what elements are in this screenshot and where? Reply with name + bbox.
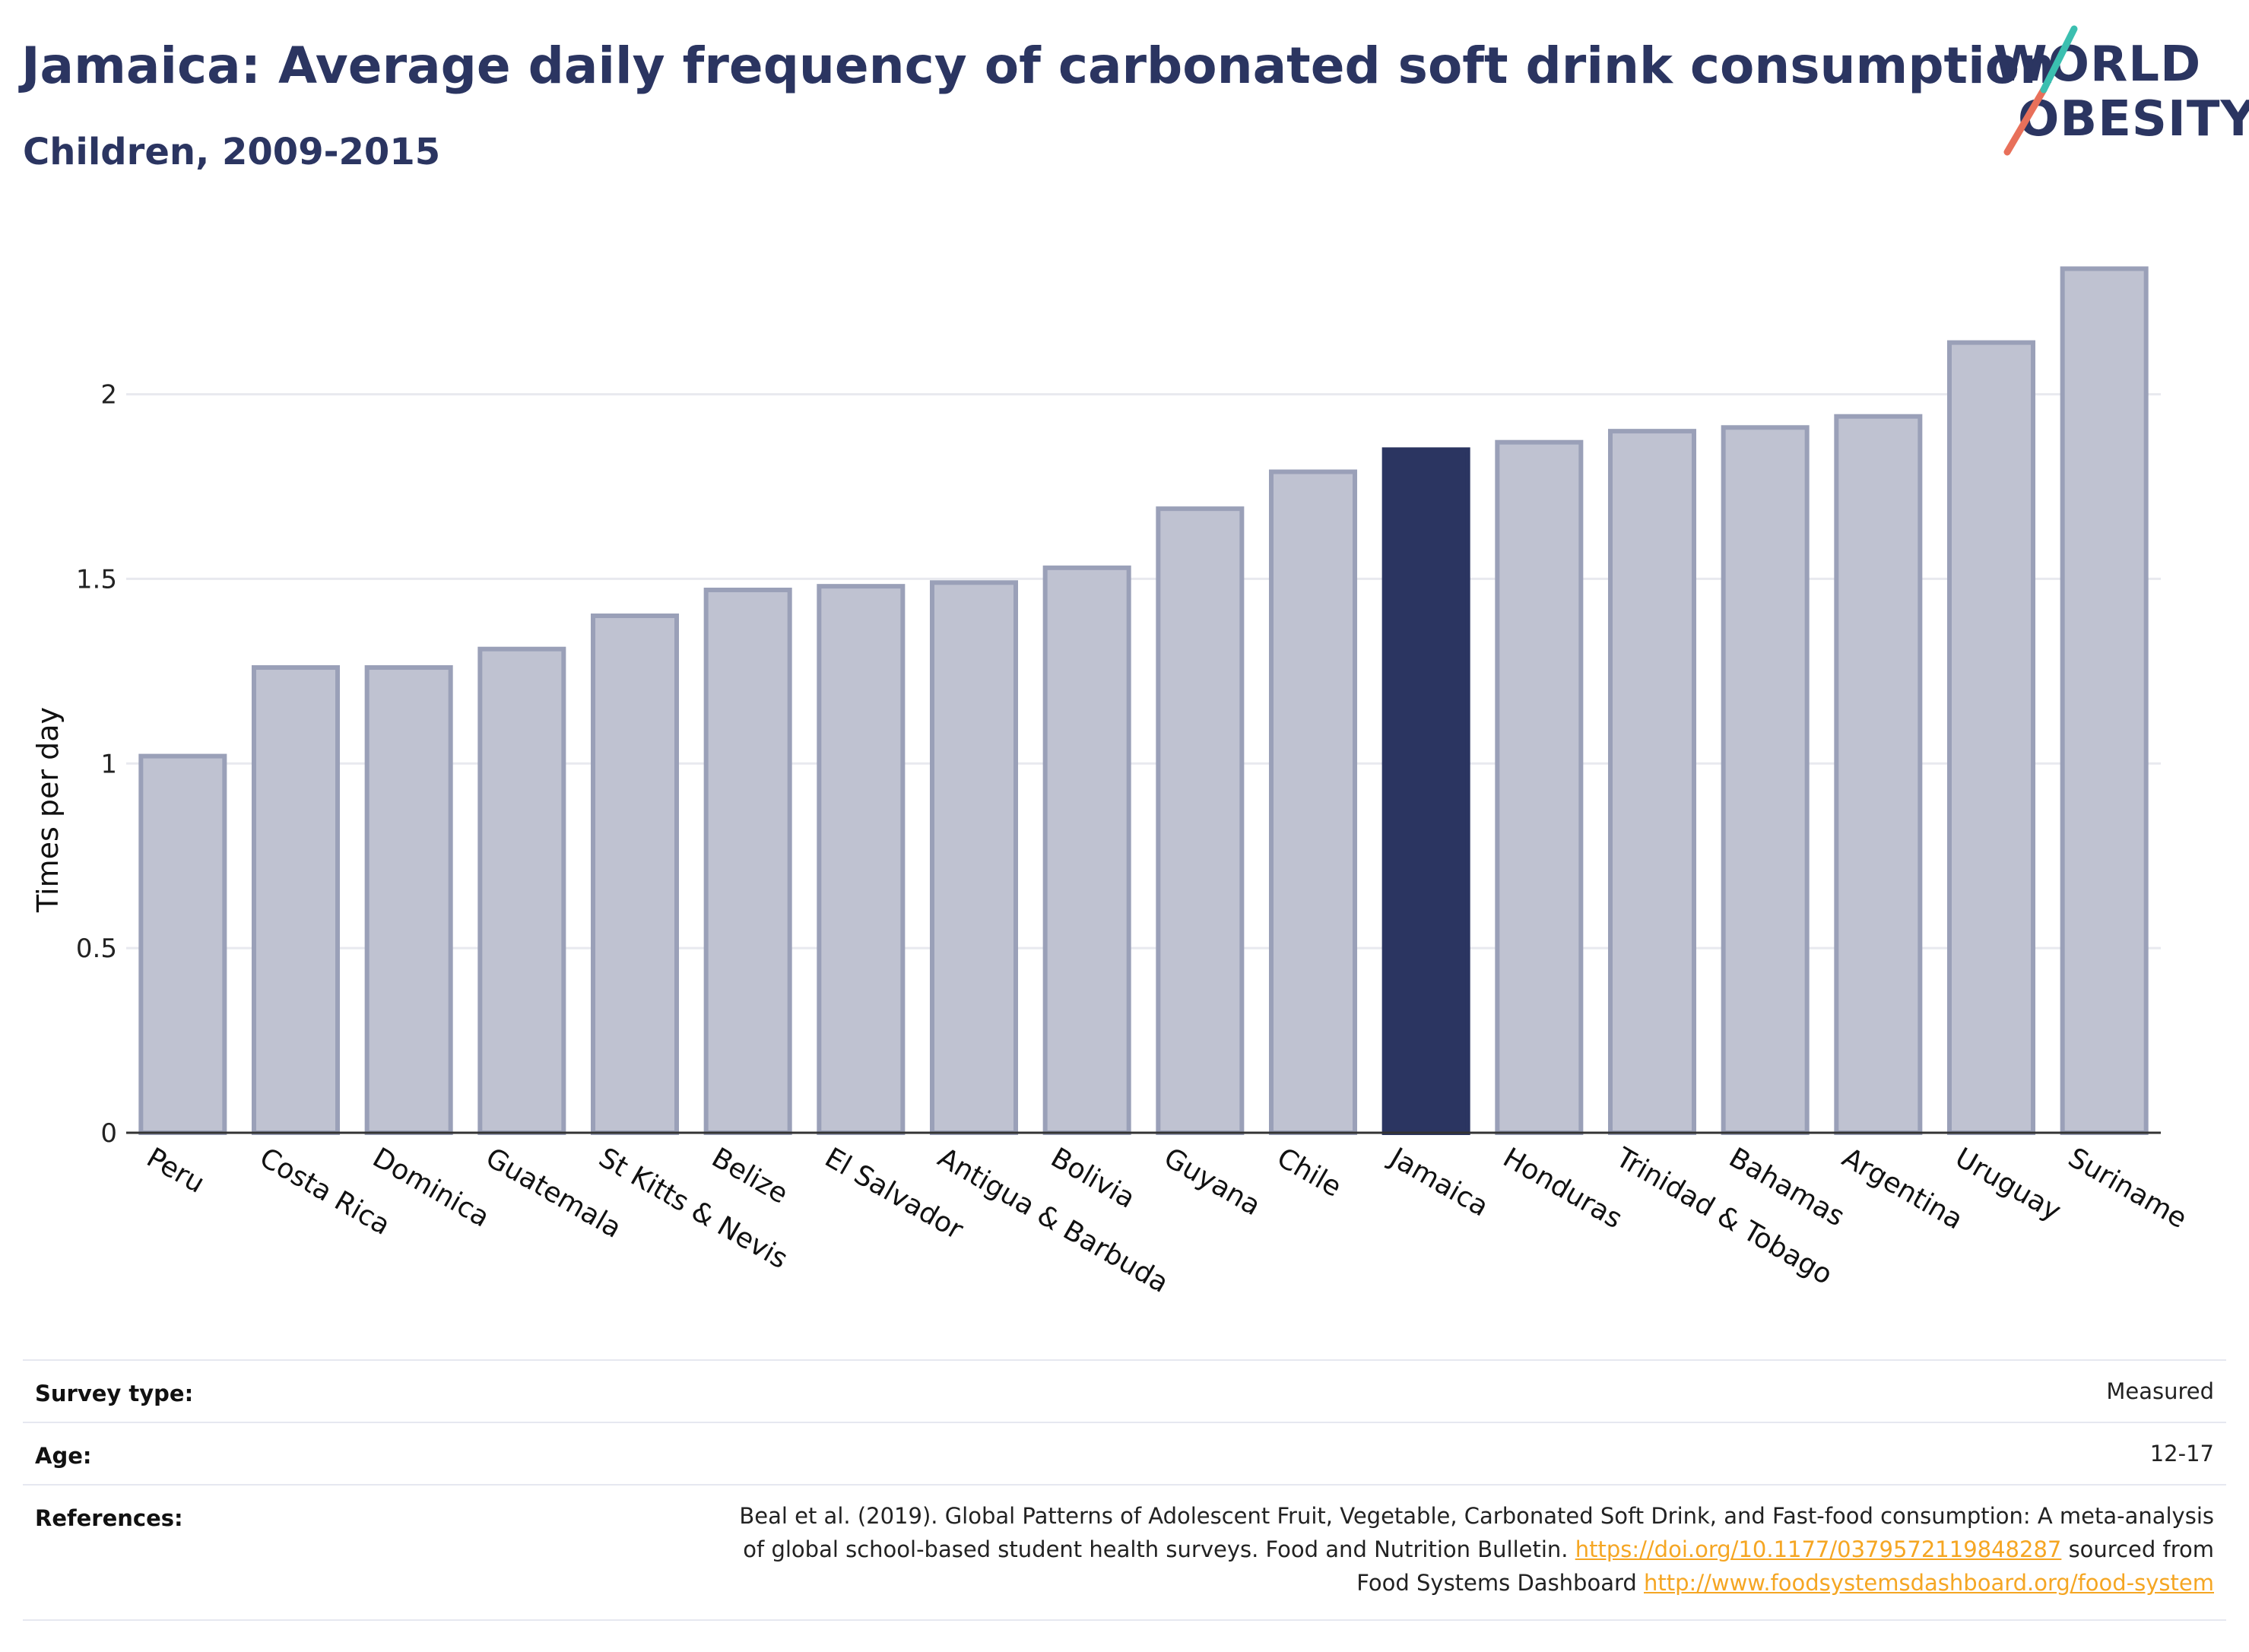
grid-lines — [126, 393, 2161, 950]
bar-antigua-barbuda[interactable] — [929, 580, 1019, 1135]
x-tick-label: Trinidad & Tobago — [1610, 1142, 1838, 1291]
y-tick-label: 1 — [100, 749, 117, 779]
x-tick-label: Jamaica — [1383, 1141, 1493, 1222]
logo-line-1: WORLD — [1994, 36, 2202, 93]
bar-trinidad-tobago[interactable] — [1607, 429, 1697, 1135]
bar-chart: 0 0.5 1 1.5 2 Peru Costa RicaDominicaGuatemal… — [31, 266, 2192, 1299]
x-tick-label: Uruguay — [1950, 1142, 2067, 1227]
y-axis-label: Times per day — [31, 707, 65, 913]
bar-peru[interactable] — [138, 753, 227, 1135]
bar-st-kitts-nevis[interactable] — [590, 614, 680, 1135]
reference-line-1: Beal et al. (2019). Global Patterns of A… — [739, 1503, 2214, 1529]
bar-belize[interactable] — [703, 588, 792, 1135]
x-tick-label: Chile — [1272, 1142, 1347, 1203]
age-label: Age: — [35, 1443, 92, 1469]
bar-bahamas[interactable] — [1721, 425, 1810, 1135]
references-label: References: — [35, 1505, 183, 1531]
food-systems-link[interactable]: http://www.foodsystemsdashboard.org/food… — [1644, 1570, 2214, 1596]
y-tick-label: 0 — [100, 1118, 117, 1149]
x-tick-label: Peru — [141, 1142, 210, 1200]
x-tick-label: Honduras — [1498, 1142, 1627, 1235]
bar-uruguay[interactable] — [1946, 340, 2036, 1136]
bar-chile[interactable] — [1268, 469, 1358, 1135]
bar-suriname[interactable] — [2060, 266, 2149, 1135]
references-row: References: Beal et al. (2019). Global P… — [23, 1484, 2226, 1621]
bar-argentina[interactable] — [1834, 414, 1923, 1135]
chart-title: Jamaica: Average daily frequency of carb… — [21, 36, 2056, 95]
x-tick-label: Suriname — [2063, 1142, 2192, 1235]
bar-honduras[interactable] — [1495, 439, 1584, 1135]
doi-link[interactable]: https://doi.org/10.1177/0379572119848287 — [1575, 1536, 2062, 1562]
age-row: Age: 12-17 — [23, 1422, 2226, 1486]
bar-bolivia[interactable] — [1042, 565, 1131, 1135]
survey-type-label: Survey type: — [35, 1381, 194, 1406]
logo-slash-icon — [2003, 25, 2078, 156]
bar-jamaica[interactable] — [1381, 447, 1470, 1135]
survey-type-row: Survey type: Measured — [23, 1359, 2226, 1423]
bars — [138, 266, 2149, 1136]
logo-line-2: OBESITY — [2018, 91, 2249, 147]
y-tick-label: 1.5 — [76, 564, 117, 595]
age-value: 12-17 — [2149, 1441, 2214, 1467]
y-tick-label: 2 — [100, 380, 117, 411]
x-tick-label: Bolivia — [1045, 1142, 1140, 1215]
reference-line-2-tail: sourced from — [2068, 1536, 2214, 1562]
bar-el-salvador[interactable] — [817, 584, 906, 1135]
reference-line-2-text: of global school-based student health su… — [743, 1536, 1569, 1562]
x-tick-label: Guyana — [1159, 1142, 1266, 1222]
bar-guyana[interactable] — [1156, 506, 1245, 1135]
world-obesity-logo[interactable]: WORLD OBESITY — [1984, 21, 2249, 158]
chart-subtitle: Children, 2009-2015 — [23, 131, 441, 173]
survey-type-value: Measured — [2106, 1378, 2214, 1404]
x-tick-label: Argentina — [1837, 1142, 1968, 1235]
y-tick-labels: 0 0.5 1 1.5 2 — [76, 380, 117, 1149]
reference-line-3: Food Systems Dashboard http://www.foodsy… — [739, 1566, 2214, 1600]
x-tick-label: Belize — [706, 1142, 793, 1210]
y-tick-label: 0.5 — [76, 934, 117, 964]
bar-guatemala[interactable] — [477, 646, 566, 1135]
bar-dominica[interactable] — [364, 665, 453, 1135]
x-tick-label: St Kitts & Nevis — [594, 1142, 793, 1275]
reference-line-2: of global school-based student health su… — [739, 1533, 2214, 1566]
reference-line-3-text: Food Systems Dashboard — [1356, 1570, 1637, 1596]
bar-costa-rica[interactable] — [251, 665, 341, 1135]
references-value: Beal et al. (2019). Global Patterns of A… — [739, 1499, 2214, 1600]
